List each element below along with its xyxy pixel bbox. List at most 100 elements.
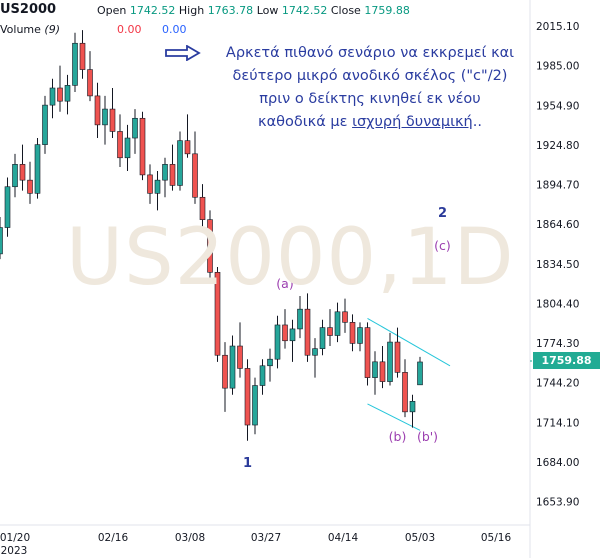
wave-label: (b') (417, 429, 438, 444)
candle-body (64, 85, 71, 102)
candle (417, 356, 423, 386)
high-label: High (178, 4, 205, 17)
candle (192, 131, 198, 204)
candle-body (132, 117, 138, 139)
candle-body (319, 327, 326, 349)
candle-body (267, 358, 273, 367)
candle-body (147, 174, 153, 194)
candle-body (177, 140, 183, 186)
x-axis-labels: 01/20 02/16 03/08 03/27 04/14 05/03 05/16 2023 (0, 532, 511, 557)
candle (229, 335, 236, 395)
volume-value-1: 0.00 (117, 23, 142, 36)
candle-body (274, 324, 281, 360)
candle (4, 177, 11, 237)
high-value: 1763.78 (207, 4, 254, 17)
candle (214, 267, 221, 362)
y-tick-label: 2015.10 (536, 21, 579, 33)
symbol-name[interactable]: US2000 (0, 2, 57, 17)
candle-body (109, 108, 116, 132)
y-tick-label: 1954.90 (536, 100, 579, 112)
candle (237, 322, 243, 378)
candle (124, 124, 131, 171)
candle (267, 348, 273, 382)
candle (409, 394, 416, 428)
x-year-label: 2023 (1, 545, 28, 557)
volume-value-2: 0.00 (162, 23, 187, 36)
y-tick-label: 1714.10 (536, 417, 579, 429)
candle-body (252, 385, 258, 426)
candle (169, 144, 176, 191)
candle (379, 346, 386, 389)
candle-body (244, 368, 251, 426)
candle (34, 138, 41, 199)
candle (244, 359, 251, 441)
low-value: 1742.52 (281, 4, 328, 17)
y-tick-label: 1924.80 (536, 140, 579, 152)
open-value: 1742.52 (129, 4, 176, 17)
candle-body (379, 361, 386, 382)
candle-body (297, 308, 303, 330)
candle-body (42, 104, 48, 145)
x-tick-label: 03/27 (251, 532, 281, 544)
y-axis-labels: 2015.10 1985.00 1954.90 1924.80 1894.70 1864.… (536, 21, 579, 509)
note-line-2: δεύτερο μικρό ανοδικό σκέλος ("c"/2) (232, 68, 508, 84)
candles (0, 30, 423, 441)
candle (154, 170, 161, 211)
candle-body (312, 348, 318, 356)
note-line-4: καθοδικά με ισχυρή δυναμική.. (205, 111, 535, 134)
candle-body (139, 117, 146, 176)
candle (387, 332, 393, 386)
candle-body (334, 311, 341, 336)
candle-body (12, 164, 18, 188)
note-line-3: πριν ο δείκτης κινηθεί εκ νέου (259, 91, 481, 107)
candle (402, 359, 408, 418)
candle-body (387, 341, 393, 382)
candle (12, 153, 18, 198)
analysis-note: Αρκετά πιθανό σενάριο να εκκρεμεί και δε… (205, 42, 535, 134)
candle-body (34, 144, 41, 194)
candle (357, 322, 363, 352)
candle-body (117, 131, 123, 159)
volume-indicator[interactable]: Volume (9) (0, 23, 60, 36)
candle (394, 327, 401, 378)
wave-label: (a) (276, 276, 293, 291)
note-emphasis: ισχυρή δυναμική (352, 114, 473, 130)
candle-body (199, 196, 206, 220)
close-label: Close (330, 4, 361, 17)
wave-label: (c) (434, 238, 451, 253)
note-line-4-prefix: καθοδικά με (258, 114, 353, 130)
candle (372, 351, 378, 395)
arrow-right-icon (165, 45, 201, 61)
candle (57, 65, 63, 112)
candle-body (222, 354, 228, 389)
x-tick-label: 03/08 (175, 532, 205, 544)
close-value: 1759.88 (364, 4, 410, 17)
ohlc-header: US2000 (0, 2, 56, 17)
candle (27, 161, 33, 204)
candle (297, 296, 303, 339)
x-tick-label: 05/03 (405, 532, 435, 544)
candle (102, 95, 108, 145)
candle-body (327, 327, 333, 336)
wave-labels: 2 (c) (a) 1 (b) (b') (243, 206, 451, 471)
candle-body (364, 327, 371, 378)
note-line-4-suffix: .. (472, 114, 482, 130)
candle (177, 131, 183, 191)
candle (132, 109, 138, 154)
y-tick-label: 1684.00 (536, 457, 579, 469)
candle (199, 184, 206, 231)
candle (259, 359, 266, 395)
candle-body (192, 153, 198, 198)
x-tick-label: 01/20 (0, 532, 30, 544)
candle (274, 315, 281, 369)
candle-body (372, 361, 378, 378)
candle-body (57, 87, 63, 102)
candle (162, 157, 168, 198)
y-tick-label: 1834.50 (536, 259, 579, 271)
candle (304, 293, 311, 362)
candle-body (289, 328, 296, 342)
candle-body (87, 69, 93, 97)
candle-body (282, 324, 288, 342)
wave-label: 1 (243, 456, 252, 471)
